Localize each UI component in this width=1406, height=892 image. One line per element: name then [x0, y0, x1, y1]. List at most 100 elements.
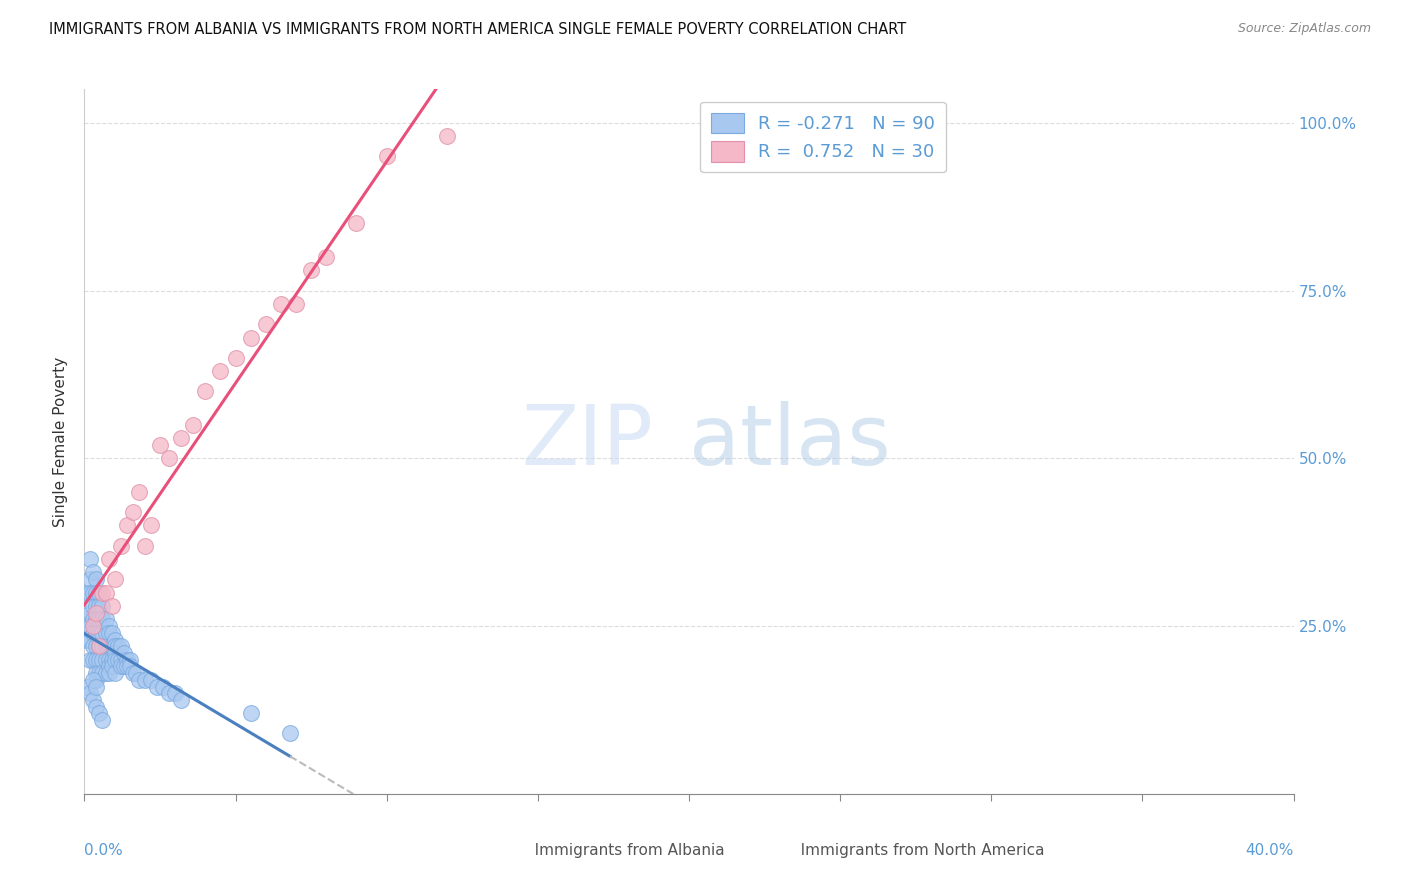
Point — [110, 653, 132, 667]
Point — [110, 639, 132, 653]
FancyBboxPatch shape — [513, 836, 536, 861]
Point — [91, 625, 114, 640]
Point — [76, 680, 98, 694]
Point — [100, 653, 122, 667]
Point — [86, 599, 108, 613]
Point — [94, 666, 117, 681]
Point — [91, 653, 114, 667]
Point — [209, 364, 232, 378]
Point — [82, 625, 104, 640]
Point — [89, 612, 111, 626]
Point — [86, 606, 108, 620]
Point — [94, 625, 117, 640]
Point — [91, 585, 114, 599]
Point — [91, 599, 114, 613]
Point — [82, 653, 104, 667]
Point — [86, 612, 108, 626]
Point — [110, 539, 132, 553]
Point — [82, 639, 104, 653]
Point — [436, 129, 458, 144]
Point — [86, 572, 108, 586]
Point — [110, 659, 132, 673]
Point — [76, 585, 98, 599]
Point — [157, 451, 180, 466]
Point — [89, 625, 111, 640]
Text: Source: ZipAtlas.com: Source: ZipAtlas.com — [1237, 22, 1371, 36]
Point — [79, 619, 101, 633]
Point — [115, 659, 138, 673]
Point — [239, 330, 262, 344]
Point — [107, 639, 129, 653]
Point — [254, 317, 277, 331]
Point — [79, 606, 101, 620]
Point — [97, 653, 120, 667]
Point — [104, 653, 127, 667]
Point — [139, 518, 162, 533]
Point — [82, 599, 104, 613]
Text: 40.0%: 40.0% — [1246, 843, 1294, 858]
Point — [94, 653, 117, 667]
Point — [128, 484, 150, 499]
Point — [89, 639, 111, 653]
Point — [91, 713, 114, 727]
Point — [91, 639, 114, 653]
Point — [181, 417, 204, 432]
Point — [121, 505, 143, 519]
Point — [79, 585, 101, 599]
Point — [89, 666, 111, 681]
Point — [139, 673, 162, 687]
Point — [270, 297, 292, 311]
Point — [100, 599, 122, 613]
Point — [94, 612, 117, 626]
Point — [79, 653, 101, 667]
Point — [79, 686, 101, 700]
Point — [89, 706, 111, 721]
Point — [278, 726, 301, 740]
Point — [79, 632, 101, 647]
Point — [86, 666, 108, 681]
Point — [91, 666, 114, 681]
Point — [94, 585, 117, 599]
Point — [115, 518, 138, 533]
Point — [170, 431, 193, 445]
Point — [82, 693, 104, 707]
Point — [121, 666, 143, 681]
Text: 0.0%: 0.0% — [84, 843, 124, 858]
Point — [134, 673, 156, 687]
Point — [152, 680, 174, 694]
Point — [125, 666, 148, 681]
Point — [112, 646, 135, 660]
Point — [97, 659, 120, 673]
Text: IMMIGRANTS FROM ALBANIA VS IMMIGRANTS FROM NORTH AMERICA SINGLE FEMALE POVERTY C: IMMIGRANTS FROM ALBANIA VS IMMIGRANTS FR… — [49, 22, 907, 37]
Point — [79, 552, 101, 566]
Point — [285, 297, 308, 311]
Point — [100, 625, 122, 640]
Point — [112, 659, 135, 673]
Point — [82, 619, 104, 633]
Point — [165, 686, 187, 700]
Point — [86, 653, 108, 667]
Point — [94, 639, 117, 653]
FancyBboxPatch shape — [780, 836, 801, 861]
Point — [100, 659, 122, 673]
Point — [86, 625, 108, 640]
Point — [146, 680, 169, 694]
Point — [76, 612, 98, 626]
Legend: R = -0.271   N = 90, R =  0.752   N = 30: R = -0.271 N = 90, R = 0.752 N = 30 — [700, 102, 946, 172]
Point — [315, 250, 337, 264]
Point — [82, 566, 104, 580]
Point — [134, 539, 156, 553]
Point — [82, 612, 104, 626]
Point — [89, 599, 111, 613]
Point — [86, 585, 108, 599]
Point — [118, 659, 141, 673]
Point — [76, 632, 98, 647]
Point — [104, 639, 127, 653]
Point — [82, 673, 104, 687]
Point — [149, 438, 172, 452]
Point — [299, 263, 322, 277]
Point — [194, 384, 217, 399]
Point — [100, 639, 122, 653]
Point — [97, 625, 120, 640]
Point — [97, 639, 120, 653]
